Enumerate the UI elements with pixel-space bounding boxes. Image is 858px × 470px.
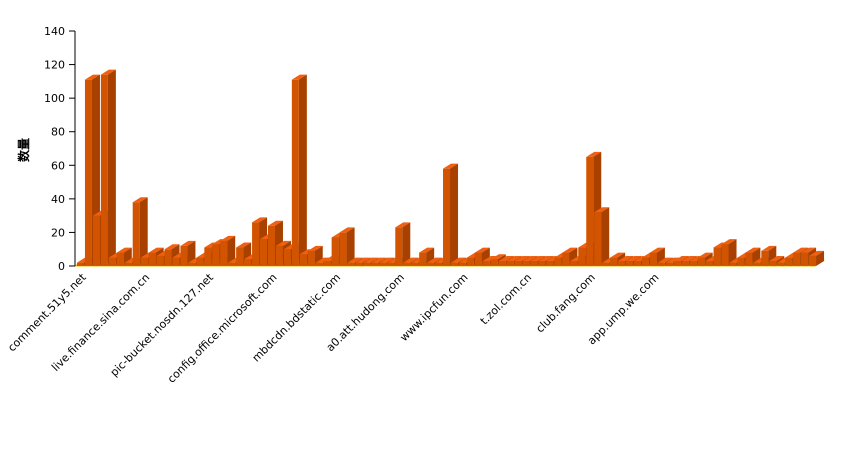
bar <box>132 197 148 266</box>
y-tick-label: 120 <box>44 59 65 72</box>
bars-group <box>77 69 825 267</box>
bar <box>443 163 459 266</box>
y-axis: 0 20 40 60 80 100 120 140 <box>44 25 76 273</box>
bar <box>100 69 116 267</box>
bar <box>339 227 355 266</box>
y-tick-label: 20 <box>51 226 65 239</box>
x-tick-label: www.ipcfun.com <box>397 271 470 344</box>
x-tick-label: club.fang.com <box>533 271 597 335</box>
y-axis-label: 数量 <box>16 138 31 162</box>
x-tick-label: app.ump.we.com <box>585 271 661 347</box>
bar <box>395 222 411 266</box>
y-tick-label: 60 <box>51 159 65 172</box>
bar <box>291 74 307 266</box>
y-tick-label: 140 <box>44 25 65 38</box>
y-tick-label: 80 <box>51 126 65 139</box>
bar <box>594 207 610 266</box>
bar <box>809 250 825 266</box>
x-tick-label: config.office.microsoft.com <box>165 271 280 386</box>
x-tick-label: t.zol.com.cn <box>478 271 535 328</box>
bar <box>721 239 737 266</box>
y-tick-label: 0 <box>58 260 65 273</box>
x-tick-label: pic-bucket.nosdn.127.net <box>108 270 217 379</box>
x-axis: comment.51y5.netlive.finance.sina.com.cn… <box>5 270 661 385</box>
y-tick-label: 100 <box>44 92 65 105</box>
y-tick-label: 40 <box>51 193 65 206</box>
bar <box>220 235 236 266</box>
